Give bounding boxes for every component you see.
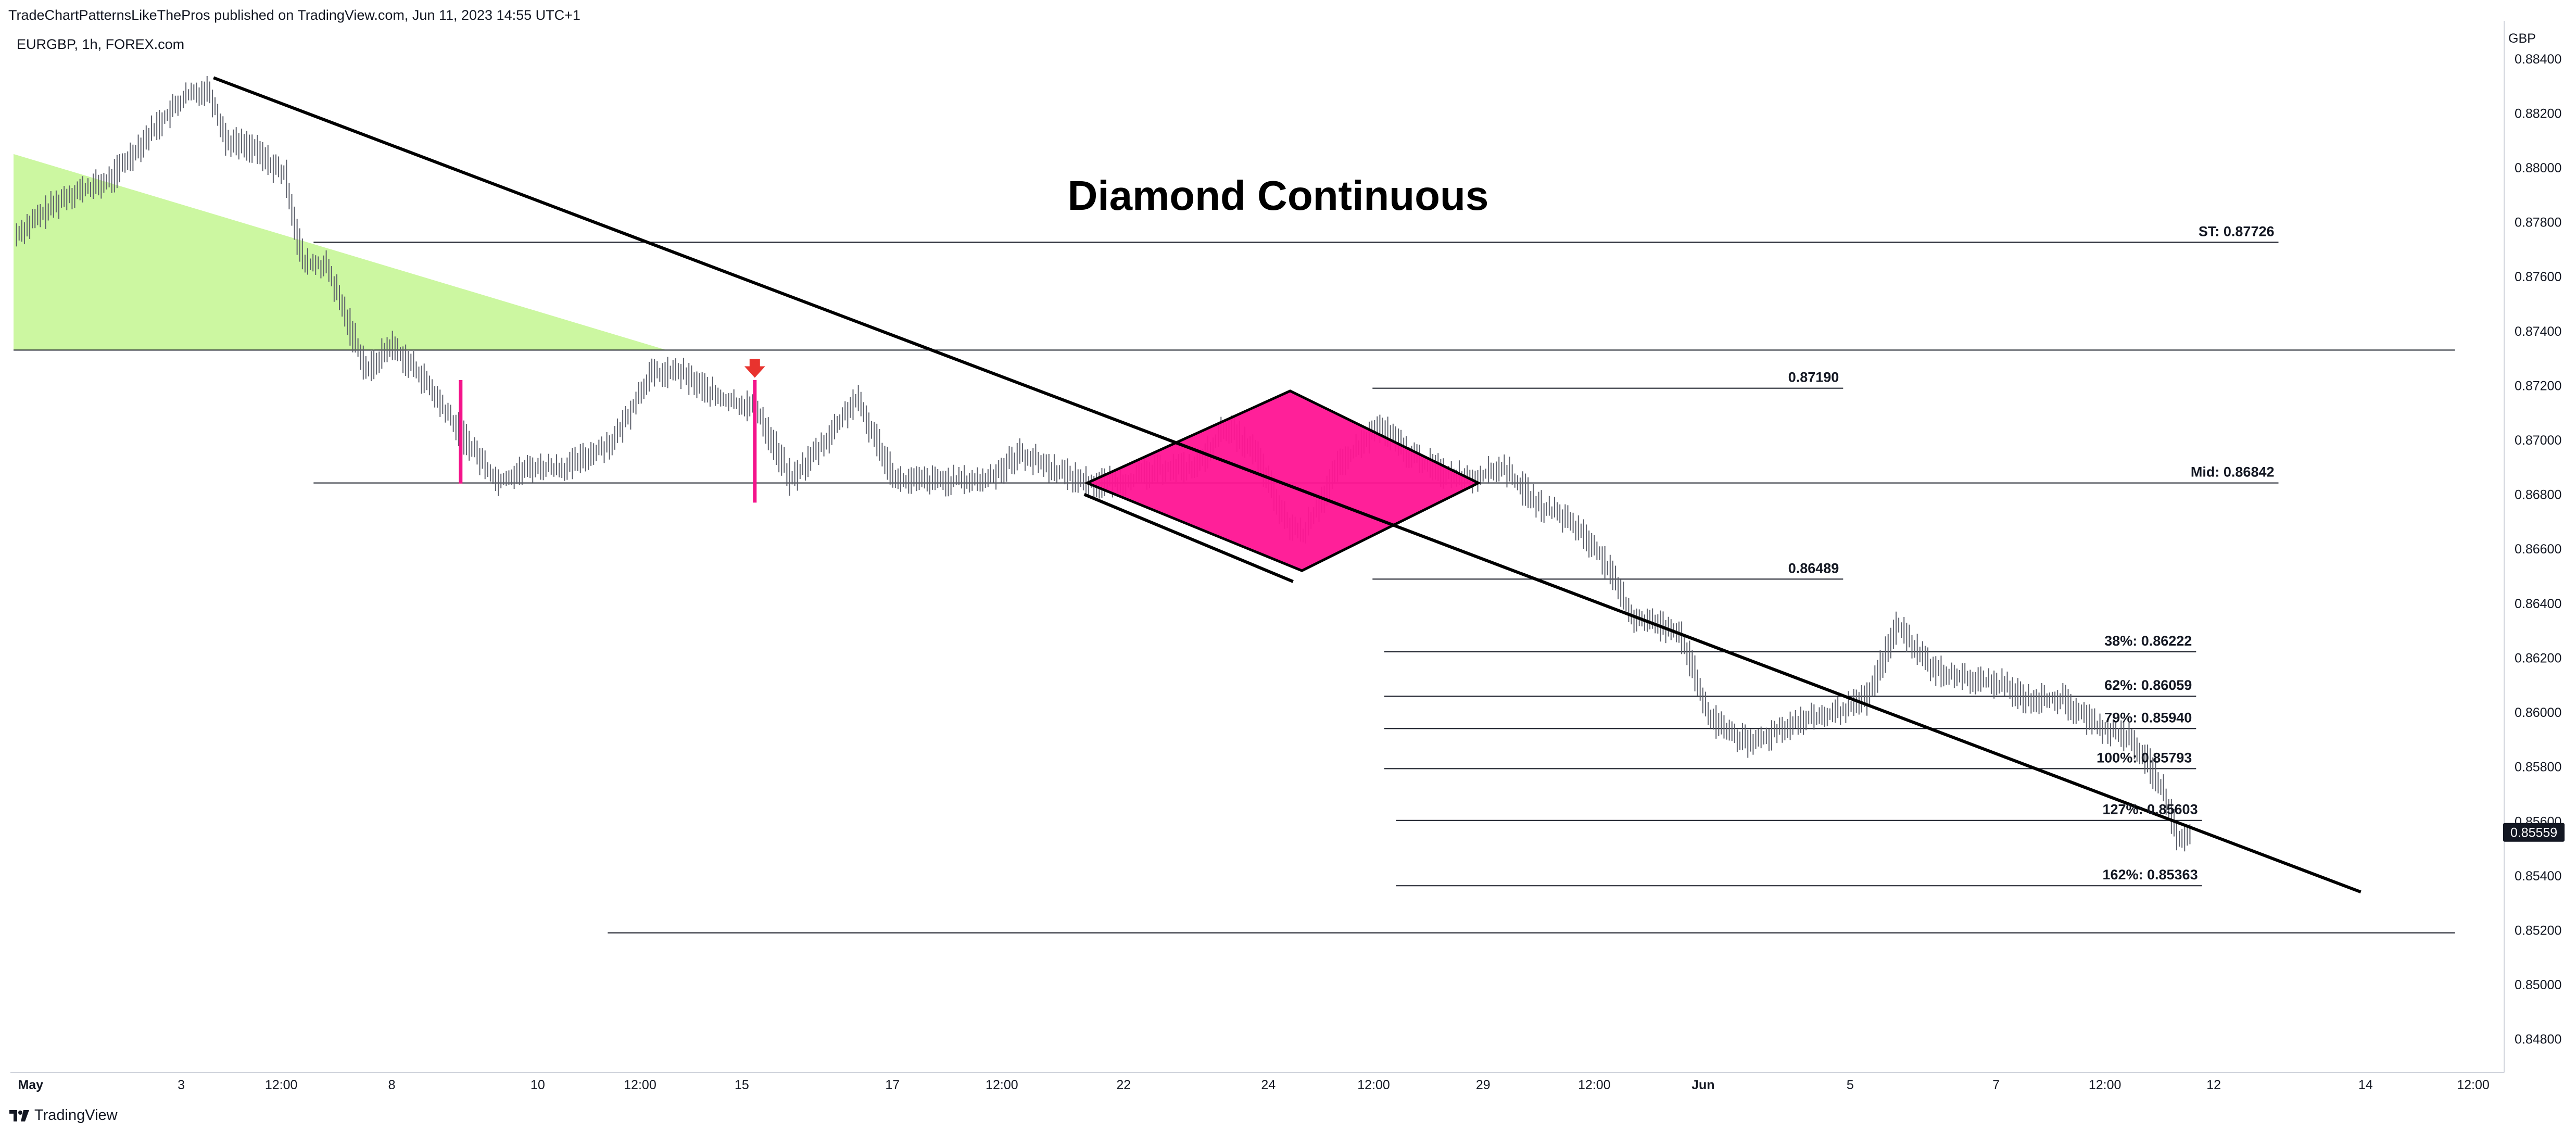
y-tick-label: 0.87600	[2515, 270, 2561, 284]
x-tick-label: 15	[735, 1078, 749, 1092]
tradingview-brand-text: TradingView	[34, 1107, 118, 1124]
y-tick-label: 0.86600	[2515, 542, 2561, 557]
y-tick-label: 0.88400	[2515, 52, 2561, 67]
x-tick-label: May	[18, 1078, 43, 1092]
last-price-label: 0.85559	[2510, 826, 2557, 840]
level-label: Mid: 0.86842	[2191, 464, 2275, 480]
x-tick-label: 12:00	[2089, 1078, 2122, 1092]
level-label: 127%: 0.85603	[2102, 802, 2198, 817]
x-tick-label: 14	[2358, 1078, 2373, 1092]
trendlines	[213, 76, 2362, 894]
x-tick-label: 12:00	[2457, 1078, 2490, 1092]
y-tick-label: 0.87400	[2515, 324, 2561, 339]
level-label: 0.87190	[1788, 370, 1839, 385]
y-tick-label: 0.88000	[2515, 161, 2561, 175]
y-tick-label: 0.85200	[2515, 923, 2561, 938]
x-tick-label: 17	[885, 1078, 900, 1092]
y-tick-label: 0.86400	[2515, 597, 2561, 611]
tradingview-logo: TradingView	[9, 1107, 118, 1124]
trendline	[1083, 493, 1294, 583]
y-tick-label: 0.87000	[2515, 433, 2561, 448]
x-tick-label: 12:00	[986, 1078, 1018, 1092]
x-tick-label: 5	[1847, 1078, 1854, 1092]
horizontal-levels	[14, 242, 2455, 934]
y-tick-label: 0.86000	[2515, 705, 2561, 720]
x-tick-label: 3	[178, 1078, 185, 1092]
chart-title: Diamond Continuous	[1068, 172, 1489, 219]
diamond-pattern	[1083, 389, 1482, 572]
x-tick-label: 12:00	[1578, 1078, 1611, 1092]
level-label: ST: 0.87726	[2199, 223, 2275, 239]
x-tick-label: 7	[1992, 1078, 2000, 1092]
y-tick-label: 0.86800	[2515, 488, 2561, 502]
x-tick-label: 12:00	[624, 1078, 656, 1092]
x-tick-label: 12	[2206, 1078, 2221, 1092]
x-tick-label: 22	[1116, 1078, 1131, 1092]
tradingview-logo-icon	[9, 1109, 29, 1121]
symbol-label: EURGBP, 1h, FOREX.com	[17, 36, 185, 52]
publish-info: TradeChartPatternsLikeThePros published …	[8, 7, 580, 23]
level-label: 0.86489	[1788, 560, 1839, 576]
pattern-fills	[14, 154, 667, 350]
level-label: 100%: 0.85793	[2097, 750, 2192, 765]
y-tick-label: 0.85800	[2515, 760, 2561, 775]
axes: 0.88400 0.88200 0.88000 0.87800 0.87600 0.874…	[10, 21, 2565, 1092]
trendline	[213, 76, 2362, 894]
level-label: 162%: 0.85363	[2102, 867, 2198, 882]
x-tick-label: 12:00	[265, 1078, 298, 1092]
green-wedge-zone	[14, 154, 667, 350]
level-label: 62%: 0.86059	[2104, 677, 2192, 693]
y-tick-label: 0.87800	[2515, 216, 2561, 230]
x-tick-label: 12:00	[1357, 1078, 1390, 1092]
x-tick-label: Jun	[1691, 1078, 1714, 1092]
x-tick-label: 8	[388, 1078, 396, 1092]
last-price-badge	[2503, 823, 2565, 842]
y-tick-label: 0.84800	[2515, 1032, 2561, 1047]
currency-label: GBP	[2508, 31, 2536, 46]
y-tick-label: 0.86200	[2515, 651, 2561, 665]
y-tick-label: 0.85400	[2515, 869, 2561, 884]
x-tick-label: 24	[1261, 1078, 1276, 1092]
y-tick-label: 0.85000	[2515, 978, 2561, 992]
x-tick-label: 29	[1476, 1078, 1491, 1092]
x-tick-label: 10	[531, 1078, 545, 1092]
level-label: 38%: 0.86222	[2104, 633, 2192, 649]
y-tick-label: 0.88200	[2515, 106, 2561, 121]
y-tick-label: 0.87200	[2515, 379, 2561, 393]
red-arrow-marker	[744, 359, 765, 378]
level-labels: ST: 0.87726 0.87190 Mid: 0.86842 0.86489 38%…	[1788, 223, 2275, 882]
level-label: 79%: 0.85940	[2104, 710, 2192, 725]
